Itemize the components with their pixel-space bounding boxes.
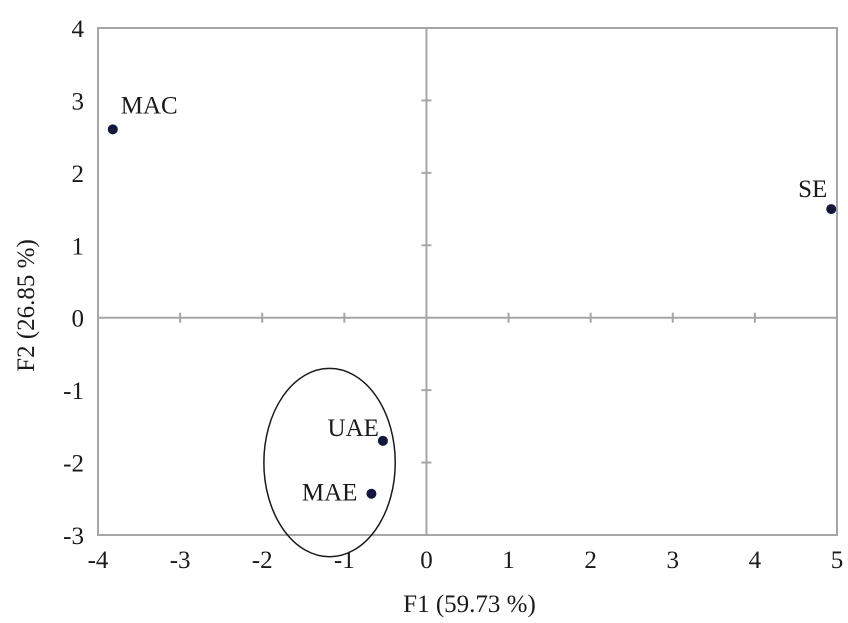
point-label: MAC <box>121 92 178 119</box>
y-tick-label: -1 <box>63 378 84 405</box>
y-tick-label: 3 <box>72 88 85 115</box>
y-tick-label: 0 <box>72 306 85 333</box>
data-point <box>107 124 118 135</box>
y-tick-label: -3 <box>63 523 84 550</box>
x-tick-label: 5 <box>831 547 844 574</box>
x-tick-label: -2 <box>252 547 273 574</box>
data-point <box>366 488 377 499</box>
y-tick-label: 4 <box>72 16 85 43</box>
x-axis-label: F1 (59.73 %) <box>403 591 536 618</box>
point-label: SE <box>798 176 827 203</box>
cluster-ellipse <box>263 367 396 558</box>
zero-axes <box>98 28 837 535</box>
y-tick-label: 2 <box>72 161 85 188</box>
x-tick-label: -1 <box>334 547 355 574</box>
plot-frame <box>97 27 838 536</box>
data-point <box>826 204 837 215</box>
point-label: UAE <box>328 415 379 442</box>
point-label: MAE <box>302 480 358 507</box>
data-point <box>377 435 388 446</box>
x-tick-label: 0 <box>420 547 433 574</box>
y-tick-label: 1 <box>72 233 85 260</box>
x-axis-ticks: -4 -3 -2 -1 0 1 2 3 4 5 <box>88 312 844 574</box>
x-tick-label: -3 <box>170 547 191 574</box>
x-tick-label: -4 <box>88 547 109 574</box>
x-tick-label: 3 <box>667 547 680 574</box>
x-tick-label: 4 <box>749 547 762 574</box>
data-points: MAC SE UAE MAE <box>107 92 837 507</box>
y-axis-label: F2 (26.85 %) <box>13 239 40 372</box>
x-tick-label: 2 <box>584 547 597 574</box>
annotations <box>263 367 396 558</box>
y-axis-ticks: -3 -2 -1 0 1 2 3 4 <box>63 16 432 550</box>
y-tick-label: -2 <box>63 451 84 478</box>
x-tick-label: 1 <box>502 547 515 574</box>
